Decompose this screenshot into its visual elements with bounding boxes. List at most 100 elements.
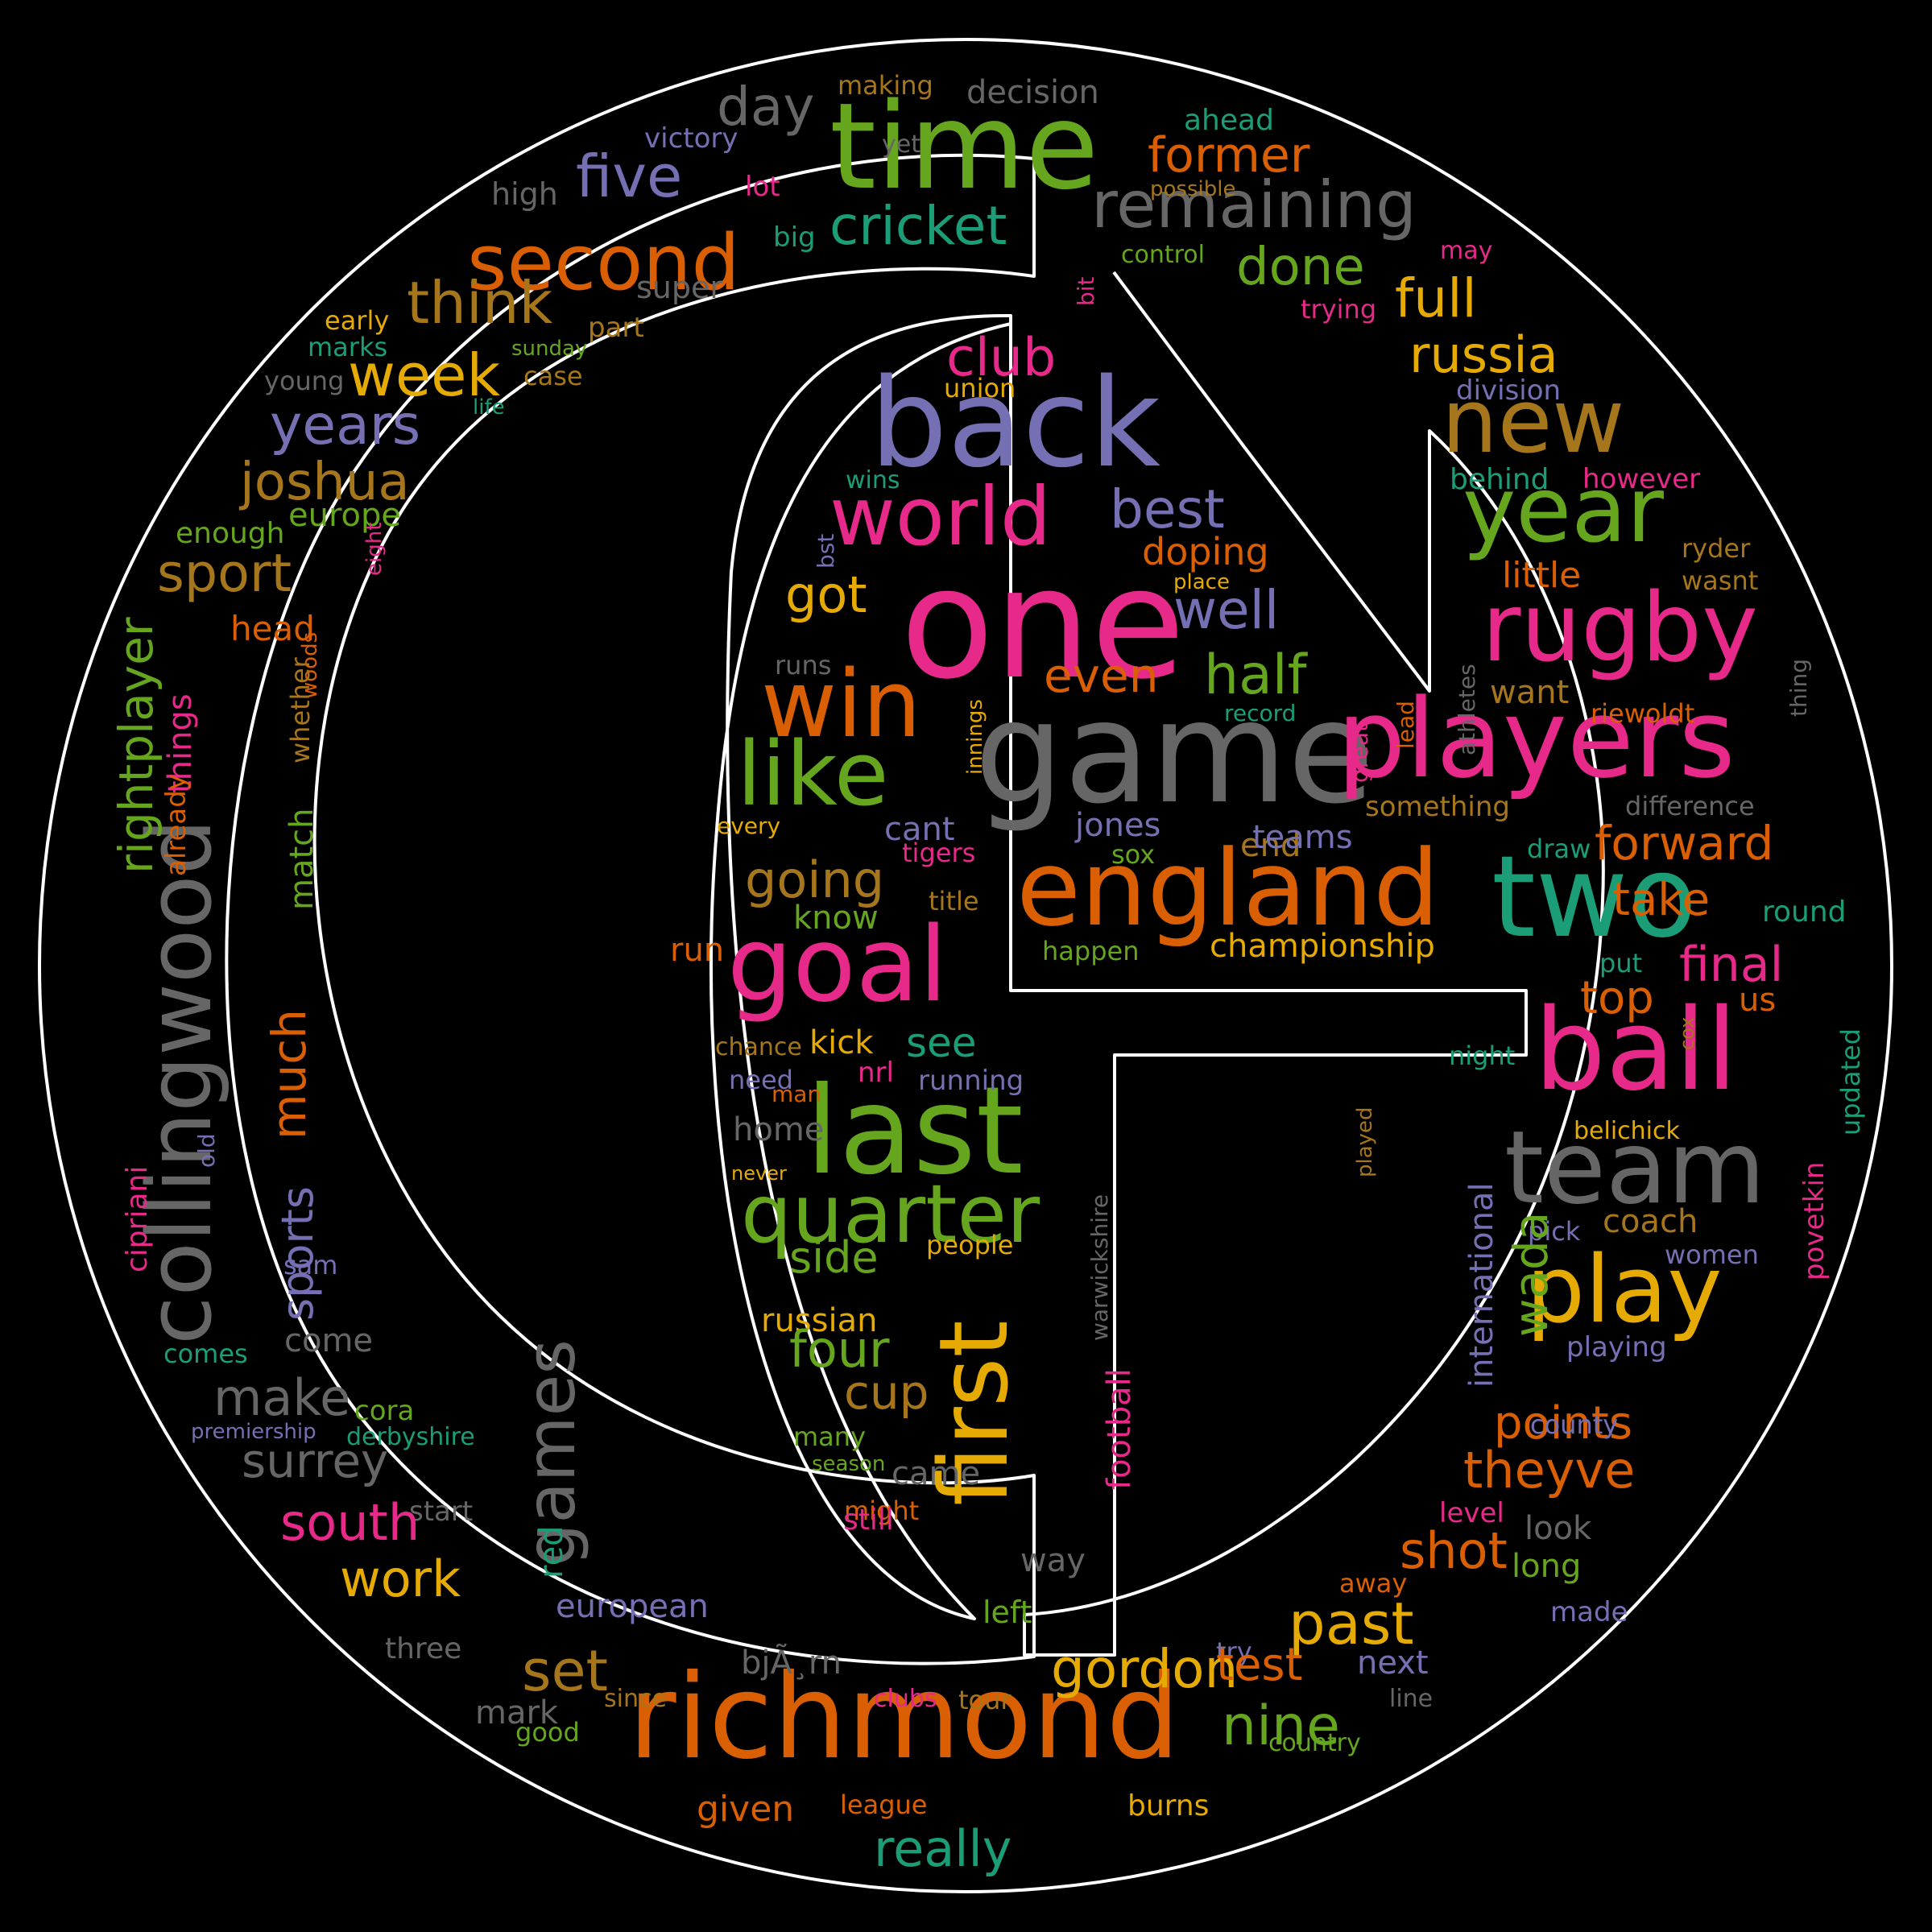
cloud-word: super xyxy=(636,270,723,305)
cloud-word: playing xyxy=(1566,1331,1667,1363)
cloud-word: draw xyxy=(1527,834,1591,864)
center-figure-outline xyxy=(710,271,1605,1657)
cloud-word: pick xyxy=(1528,1216,1581,1247)
cloud-word: quarter xyxy=(741,1167,1040,1261)
cloud-word: russian xyxy=(761,1302,878,1339)
cloud-word: doping xyxy=(1142,530,1269,573)
cloud-word: run xyxy=(670,932,725,969)
cloud-word: round xyxy=(1762,896,1847,929)
cloud-word: division xyxy=(1456,374,1562,407)
cloud-word: cox xyxy=(1676,1016,1698,1050)
cloud-word: chance xyxy=(715,1033,802,1061)
cloud-word: already xyxy=(160,774,192,876)
cloud-word: premiership xyxy=(191,1420,316,1444)
cloud-word: life xyxy=(473,395,505,420)
cloud-word: goal xyxy=(727,905,948,1025)
cloud-word: one xyxy=(900,535,1185,713)
cloud-word: final xyxy=(1679,937,1784,993)
cloud-word: night xyxy=(1449,1040,1516,1071)
cloud-word: time xyxy=(829,77,1099,216)
cloud-word: team xyxy=(1504,1110,1766,1227)
cloud-word: little xyxy=(1502,555,1582,596)
cloud-word: full xyxy=(1395,267,1477,329)
cloud-word: many xyxy=(793,1421,866,1452)
cloud-word: bit xyxy=(1073,276,1099,306)
cloud-word: comes xyxy=(163,1338,248,1369)
cloud-word: derbyshire xyxy=(346,1423,475,1451)
cloud-word: bjÃ¸rn xyxy=(741,1644,842,1682)
cloud-word: richmond xyxy=(628,1649,1181,1785)
cloud-word: victory xyxy=(644,122,738,155)
cloud-word: red xyxy=(533,1525,570,1578)
cloud-word: never xyxy=(731,1162,787,1185)
cloud-word: ahead xyxy=(1184,104,1274,137)
cloud-word: gordon xyxy=(1051,1638,1239,1700)
cloud-word: povetkin xyxy=(1798,1161,1831,1280)
cloud-word: since xyxy=(604,1685,667,1713)
cloud-word: still xyxy=(843,1504,894,1537)
cloud-word: record xyxy=(1224,700,1297,726)
cloud-word: last xyxy=(805,1061,1024,1202)
cloud-word: young xyxy=(264,366,345,396)
cloud-word: high xyxy=(491,176,558,212)
cloud-word: making xyxy=(838,70,933,101)
cloud-word: world xyxy=(829,470,1052,564)
cloud-word: man xyxy=(772,1081,822,1107)
cloud-word: set xyxy=(522,1638,608,1704)
cloud-word: russia xyxy=(1409,325,1558,384)
cloud-word: teams xyxy=(1252,819,1353,856)
cloud-word: away xyxy=(1339,1568,1408,1599)
cloud-word: head xyxy=(230,609,315,648)
cloud-word: well xyxy=(1173,579,1280,641)
outer-ring-outline xyxy=(38,38,1893,1893)
cloud-word: early xyxy=(325,305,390,336)
cloud-word: put xyxy=(1599,948,1643,978)
cloud-word: wasnt xyxy=(1682,565,1759,596)
cloud-word: test xyxy=(1216,1639,1303,1691)
cloud-word: place xyxy=(1173,570,1230,594)
cloud-word: players xyxy=(1337,676,1735,802)
cloud-word: given xyxy=(697,1789,795,1830)
cloud-word: way xyxy=(1020,1542,1086,1579)
cloud-word: shot xyxy=(1400,1521,1508,1580)
cloud-word: match xyxy=(283,808,321,910)
cloud-word: former xyxy=(1148,127,1310,184)
cloud-word: level xyxy=(1439,1497,1504,1529)
cloud-word: club xyxy=(946,328,1057,388)
cloud-word: next xyxy=(1357,1644,1429,1682)
cloud-word: us xyxy=(1739,982,1777,1019)
cloud-word: innings xyxy=(963,699,987,775)
cloud-word: bst xyxy=(813,533,839,569)
cloud-word: tigers xyxy=(902,838,976,868)
cloud-word: take xyxy=(1612,874,1711,926)
cloud-word: case xyxy=(523,361,583,391)
cloud-word: cricket xyxy=(829,195,1007,257)
cloud-word: cant xyxy=(884,811,955,848)
cloud-word: international xyxy=(1463,1182,1500,1388)
cloud-word: think xyxy=(407,269,553,337)
cloud-word: difference xyxy=(1625,791,1755,821)
cloud-word: coach xyxy=(1603,1203,1698,1240)
cloud-word: top xyxy=(1580,972,1654,1024)
cloud-word: cup xyxy=(844,1365,929,1420)
cloud-word: sox xyxy=(1111,839,1156,870)
cloud-word: ryder xyxy=(1682,533,1751,564)
cloud-word: union xyxy=(944,373,1016,403)
cloud-word: look xyxy=(1525,1510,1592,1547)
cloud-word: tour xyxy=(958,1685,1012,1715)
cloud-word: football xyxy=(1101,1368,1138,1490)
cloud-word: may xyxy=(1440,237,1493,265)
cloud-word: behind xyxy=(1450,463,1549,496)
cloud-word: old xyxy=(193,1133,220,1168)
cloud-word: two xyxy=(1491,832,1698,963)
cloud-word: year xyxy=(1462,458,1664,563)
cloud-word: come xyxy=(284,1322,374,1359)
cloud-word: riewoldt xyxy=(1591,698,1695,729)
cloud-word: rugby xyxy=(1482,572,1758,683)
cloud-word: start xyxy=(409,1496,474,1528)
cloud-word: people xyxy=(926,1230,1014,1260)
cloud-word: forward xyxy=(1595,816,1774,871)
cloud-word: something xyxy=(1365,791,1511,823)
cloud-word: burns xyxy=(1127,1789,1210,1822)
cloud-word: best xyxy=(1110,478,1225,540)
